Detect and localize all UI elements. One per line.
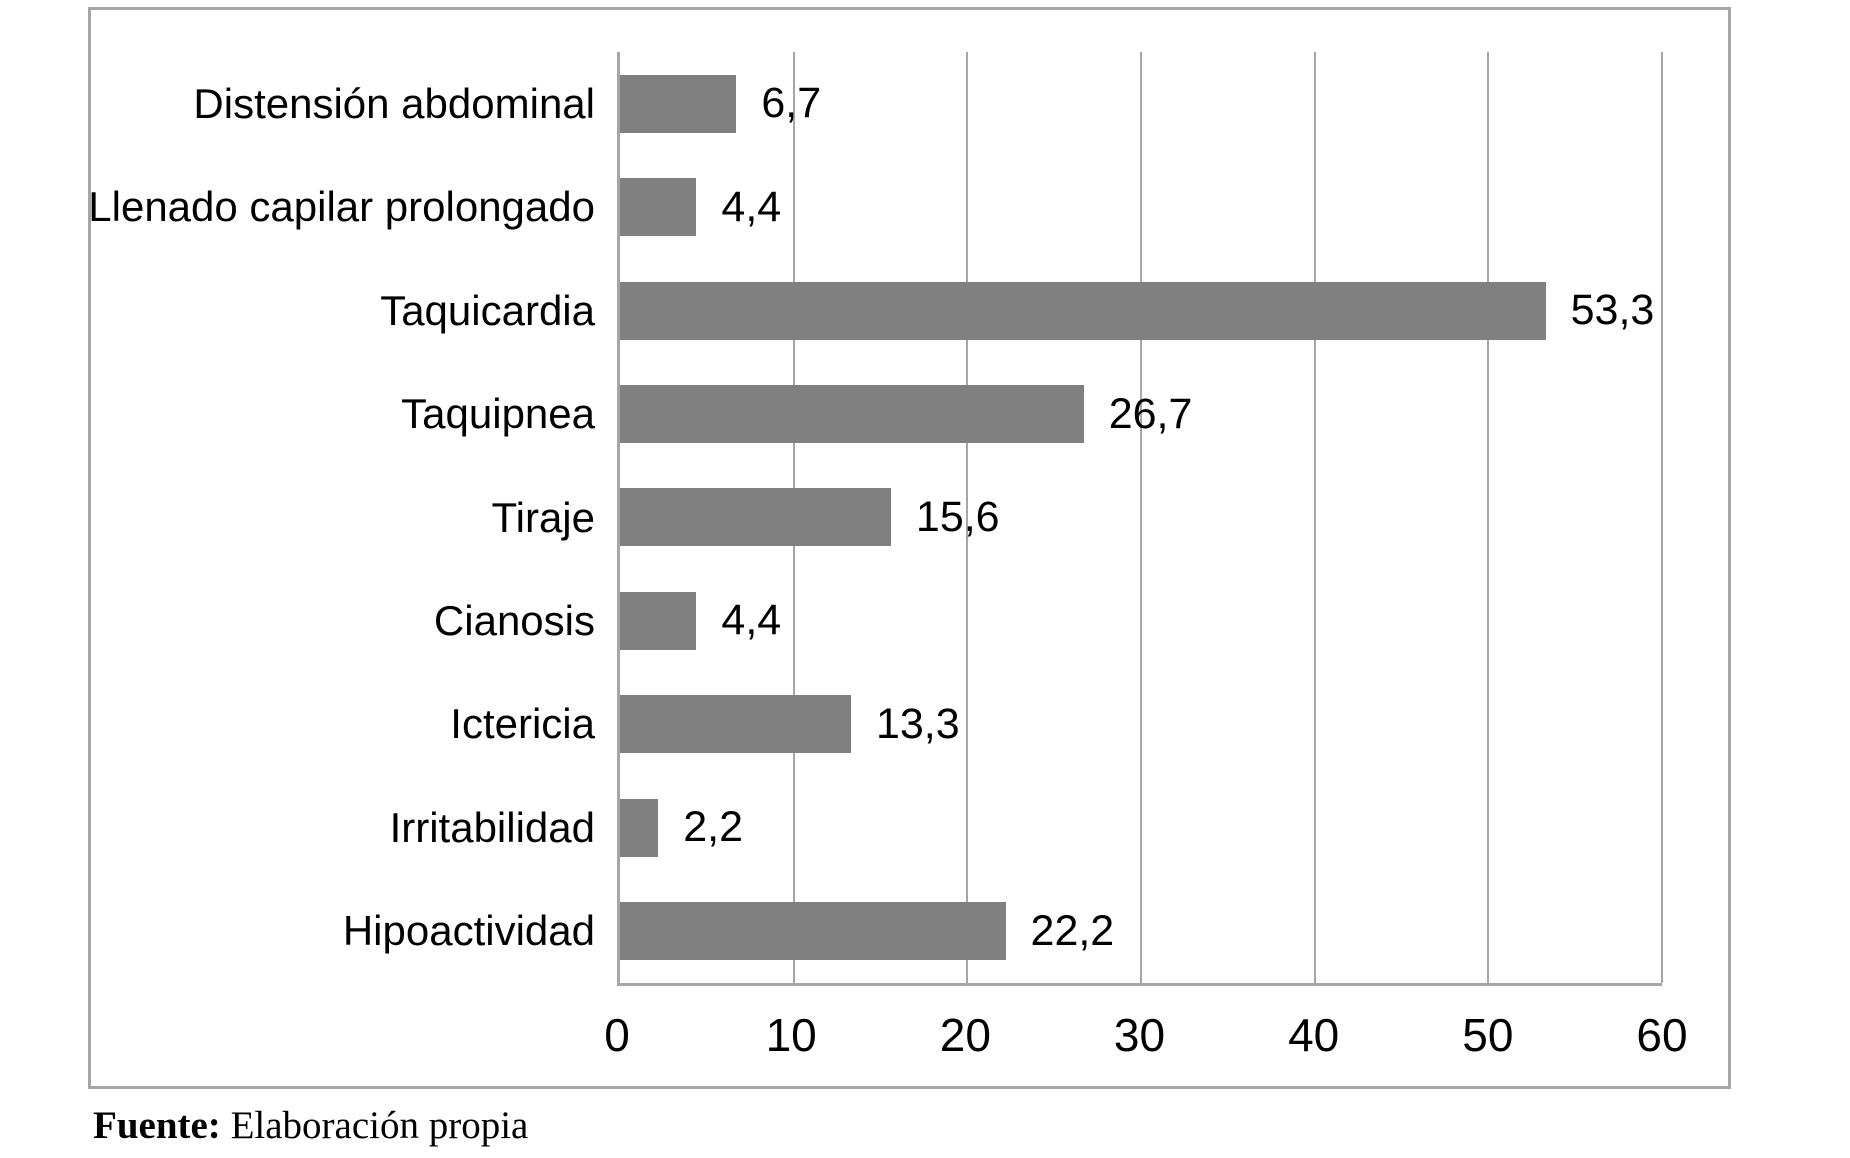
category-label: Distensión abdominal: [193, 79, 595, 127]
bar-value-label: 22,2: [1030, 906, 1115, 955]
category-label: Hipoactividad: [342, 907, 595, 955]
bar-value-label: 2,2: [683, 803, 743, 852]
bar: [620, 902, 1006, 961]
bar: [620, 488, 891, 547]
bar-value-label: 53,3: [1570, 286, 1655, 335]
bar: [620, 385, 1084, 444]
bar: [620, 798, 659, 857]
bar-row: 22,2: [620, 880, 1662, 983]
bar-row: 13,3: [620, 673, 1662, 776]
bar-value-label: 6,7: [761, 79, 822, 128]
gridline-x-50: [1487, 52, 1490, 983]
bar-row: 53,3: [620, 259, 1662, 362]
x-tick-label: 50: [1462, 1009, 1514, 1061]
bar: [620, 281, 1546, 340]
gridline-x-20: [966, 52, 969, 983]
x-axis: 0 10 20 30 40 50 60: [604, 1009, 1687, 1062]
category-label: Irritabilidad: [389, 803, 595, 851]
bar: [620, 74, 737, 133]
gridline-x-60: [1661, 52, 1663, 983]
category-axis: Distensión abdominal Llenado capilar prol…: [88, 52, 595, 983]
x-tick-label: 60: [1636, 1009, 1688, 1061]
bar-row: 26,7: [620, 362, 1662, 465]
source-note: Fuente: Elaboración propia: [93, 1104, 528, 1149]
category-label: Ictericia: [450, 700, 595, 748]
bar-value-label: 15,6: [915, 492, 1000, 541]
category-label: Taquicardia: [380, 286, 595, 334]
bar-row: 4,4: [620, 569, 1662, 672]
gridline-x-30: [1140, 52, 1142, 983]
source-note-text: Elaboración propia: [220, 1104, 529, 1147]
category-label: Taquipnea: [401, 390, 595, 438]
category-label: Tiraje: [491, 493, 595, 541]
source-note-prefix: Fuente:: [93, 1104, 221, 1147]
x-tick-label: 10: [765, 1009, 817, 1061]
bar-value-label: 4,4: [721, 596, 782, 645]
bar-row: 6,7: [620, 52, 1662, 155]
bar-row: 2,2: [620, 776, 1662, 879]
bar-value-label: 26,7: [1108, 389, 1193, 438]
x-tick-label: 0: [604, 1009, 630, 1061]
bar: [620, 695, 851, 754]
category-label: Cianosis: [433, 596, 595, 644]
bar: [620, 178, 697, 237]
bar-value-label: 4,4: [721, 182, 782, 231]
bar: [620, 591, 697, 650]
bar-value-label: 13,3: [875, 699, 960, 748]
bar-row: 4,4: [620, 155, 1662, 258]
x-tick-label: 30: [1113, 1009, 1166, 1061]
gridline-x-40: [1313, 52, 1316, 983]
x-tick-label: 40: [1288, 1009, 1340, 1061]
x-tick-label: 20: [939, 1009, 991, 1061]
category-label: Llenado capilar prolongado: [88, 183, 595, 231]
plot-area: 6,7 4,4 53,3 26,7 15,6 4,4 13,3 2,2 22,2: [617, 52, 1663, 986]
bar-row: 15,6: [620, 466, 1662, 569]
